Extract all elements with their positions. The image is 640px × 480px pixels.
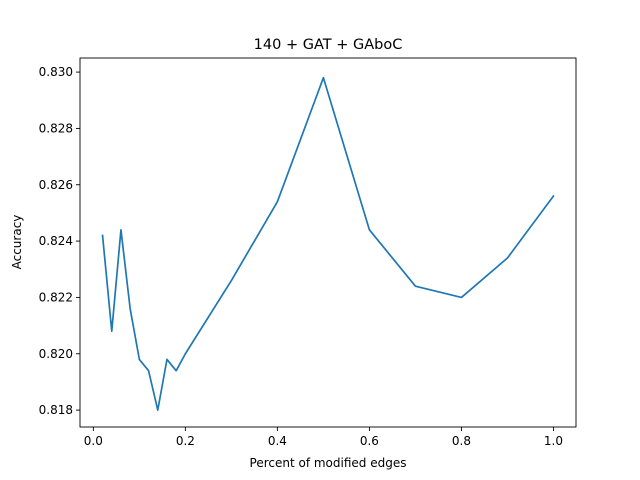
series-line-0	[101, 76, 555, 411]
axes-frame	[79, 57, 577, 428]
y-tick-label: 0.828	[39, 121, 73, 135]
y-tick-label: 0.826	[39, 178, 73, 192]
y-tick-label: 0.824	[39, 234, 73, 248]
chart-title: 140 + GAT + GAboC	[254, 37, 403, 53]
y-tick-label: 0.820	[39, 347, 73, 361]
x-tick-label: 0.2	[176, 434, 195, 448]
x-axis-label: Percent of modified edges	[250, 456, 407, 470]
x-tick-label: 0.0	[84, 434, 103, 448]
plot-area	[101, 76, 555, 411]
y-axis-label: Accuracy	[10, 215, 24, 270]
x-tick-label: 0.4	[268, 434, 287, 448]
x-tick-label: 1.0	[544, 434, 563, 448]
x-tick-label: 0.8	[452, 434, 471, 448]
y-tick-label: 0.830	[39, 65, 73, 79]
axes: 0.0 0.2 0.4 0.6 0.8 1.0 0.818 0.820 0.822 0.824 0.…	[39, 57, 577, 448]
y-tick-label: 0.822	[39, 290, 73, 304]
y-tick-label: 0.818	[39, 403, 73, 417]
x-tick-label: 0.6	[360, 434, 379, 448]
